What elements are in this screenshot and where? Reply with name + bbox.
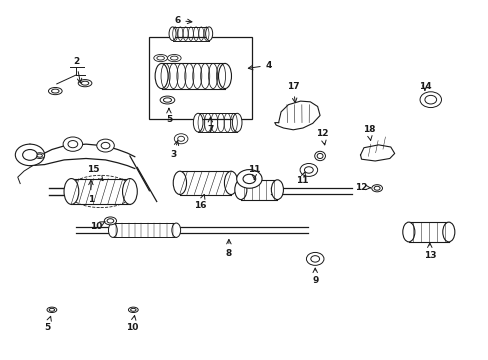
Ellipse shape — [64, 179, 79, 204]
Text: 10: 10 — [89, 222, 105, 231]
Text: 6: 6 — [174, 16, 191, 25]
Ellipse shape — [218, 63, 231, 89]
Ellipse shape — [317, 153, 323, 158]
Bar — [149, 37, 251, 119]
Text: 10: 10 — [126, 316, 138, 332]
Ellipse shape — [47, 307, 57, 312]
Text: 5: 5 — [44, 316, 51, 332]
Text: 11: 11 — [247, 165, 260, 179]
Text: 2: 2 — [73, 57, 81, 83]
Text: 5: 5 — [165, 108, 172, 123]
Circle shape — [243, 174, 255, 184]
Ellipse shape — [171, 223, 180, 237]
Circle shape — [101, 142, 110, 149]
Text: 18: 18 — [362, 125, 374, 140]
Ellipse shape — [167, 54, 181, 62]
Ellipse shape — [193, 113, 203, 132]
Ellipse shape — [104, 217, 116, 225]
Text: 4: 4 — [248, 61, 271, 70]
Text: 7: 7 — [207, 117, 213, 134]
FancyBboxPatch shape — [408, 222, 448, 242]
FancyBboxPatch shape — [241, 180, 277, 199]
Ellipse shape — [170, 56, 178, 60]
Ellipse shape — [163, 98, 171, 102]
Ellipse shape — [130, 308, 136, 311]
Ellipse shape — [48, 87, 62, 95]
Bar — [71, 179, 130, 204]
Bar — [180, 171, 231, 194]
Ellipse shape — [78, 80, 92, 87]
Ellipse shape — [234, 180, 246, 199]
Ellipse shape — [271, 180, 283, 199]
Circle shape — [304, 167, 313, 173]
Text: 9: 9 — [311, 268, 318, 285]
Text: 1: 1 — [88, 180, 94, 204]
Ellipse shape — [160, 96, 174, 104]
Circle shape — [177, 136, 184, 141]
Ellipse shape — [81, 81, 89, 85]
FancyBboxPatch shape — [113, 223, 176, 237]
Circle shape — [424, 95, 436, 104]
Circle shape — [306, 252, 324, 265]
Text: 16: 16 — [194, 194, 206, 210]
Ellipse shape — [122, 179, 137, 204]
Ellipse shape — [205, 27, 212, 41]
Circle shape — [419, 92, 441, 108]
Text: 14: 14 — [418, 82, 430, 91]
Ellipse shape — [154, 54, 167, 62]
Circle shape — [174, 134, 187, 144]
Circle shape — [236, 170, 262, 188]
Text: 3: 3 — [170, 141, 178, 159]
Circle shape — [63, 137, 82, 151]
Ellipse shape — [232, 113, 242, 132]
Circle shape — [68, 140, 78, 148]
Ellipse shape — [35, 153, 44, 158]
Circle shape — [300, 163, 317, 176]
Ellipse shape — [173, 171, 186, 194]
Circle shape — [310, 256, 319, 262]
Ellipse shape — [107, 219, 114, 223]
Text: 17: 17 — [286, 82, 299, 103]
Ellipse shape — [169, 27, 176, 41]
Text: 11: 11 — [295, 172, 307, 185]
Ellipse shape — [108, 223, 117, 237]
Ellipse shape — [128, 307, 138, 312]
Circle shape — [15, 144, 44, 166]
Ellipse shape — [371, 185, 382, 192]
Ellipse shape — [402, 222, 414, 242]
Text: 15: 15 — [87, 165, 103, 181]
Ellipse shape — [373, 186, 379, 190]
Ellipse shape — [314, 151, 325, 161]
Ellipse shape — [37, 154, 42, 157]
Text: 12: 12 — [355, 183, 370, 192]
Circle shape — [97, 139, 114, 152]
Ellipse shape — [51, 89, 59, 93]
Ellipse shape — [49, 308, 55, 311]
Ellipse shape — [157, 56, 164, 60]
Ellipse shape — [442, 222, 454, 242]
Text: 12: 12 — [316, 129, 328, 145]
Ellipse shape — [155, 63, 168, 89]
Text: 8: 8 — [225, 239, 231, 258]
Circle shape — [22, 149, 37, 160]
Ellipse shape — [224, 171, 237, 194]
Text: 13: 13 — [423, 243, 435, 260]
